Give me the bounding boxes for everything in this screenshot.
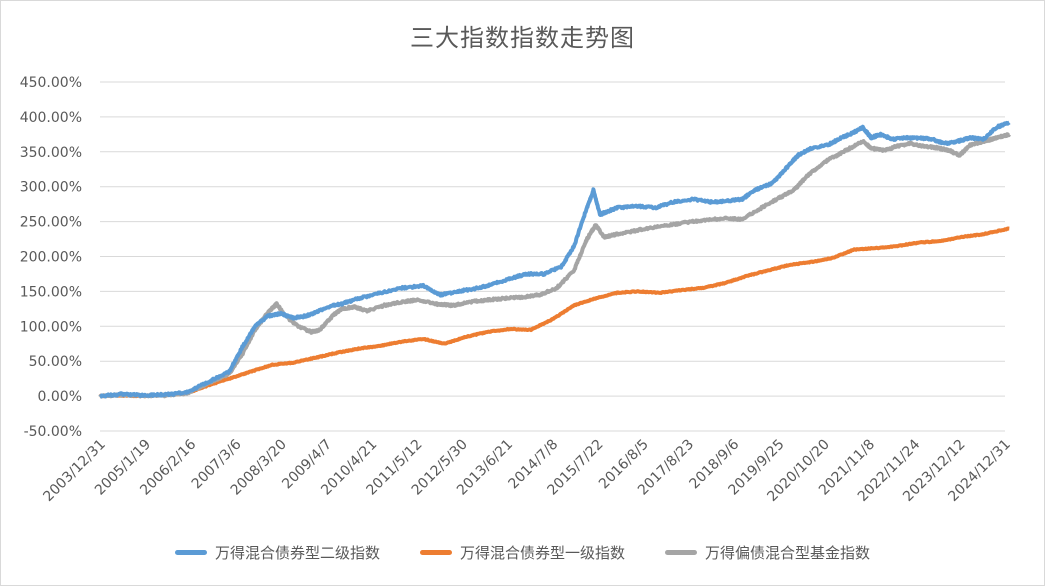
legend-item-1: 万得混合债券型二级指数 [174, 542, 380, 563]
y-axis-ticks: -50.00% 0.00% 50.00% 100.00% 150.00% 200.00% 2… [20, 75, 82, 440]
y-tick-label: 250.00% [20, 215, 82, 231]
y-tick-label: 200.00% [20, 250, 82, 266]
y-tick-label: 0.00% [38, 389, 82, 405]
legend: 万得混合债券型二级指数 万得混合债券型一级指数 万得偏债混合型基金指数 [0, 542, 1045, 563]
y-tick-label: 100.00% [20, 319, 82, 335]
x-axis-ticks: 2003/12/312005/1/192006/2/162007/3/62008… [40, 436, 1013, 504]
legend-item-3: 万得偏债混合型基金指数 [665, 542, 870, 563]
chart-title: 三大指数指数走势图 [410, 24, 635, 52]
series-lines [98, 120, 1011, 399]
series-line-2 [98, 226, 1011, 399]
y-tick-label: 450.00% [20, 75, 82, 91]
legend-swatch [419, 550, 452, 555]
series-line-3 [98, 132, 1011, 399]
legend-item-2: 万得混合债券型一级指数 [419, 542, 625, 563]
y-tick-label: 50.00% [29, 354, 82, 370]
legend-label: 万得混合债券型一级指数 [459, 544, 625, 562]
gridlines [100, 81, 1005, 432]
y-tick-label: -50.00% [24, 424, 82, 440]
y-tick-label: 400.00% [20, 110, 82, 126]
y-tick-label: 150.00% [20, 284, 82, 300]
legend-swatch [174, 550, 207, 555]
legend-label: 万得偏债混合型基金指数 [705, 544, 871, 562]
y-tick-label: 300.00% [20, 180, 82, 196]
line-chart: -50.00% 0.00% 50.00% 100.00% 150.00% 200.00% 2… [20, 75, 1014, 505]
legend-swatch [665, 550, 697, 555]
series-line-1 [98, 120, 1011, 399]
legend-label: 万得混合债券型二级指数 [214, 544, 380, 562]
y-tick-label: 350.00% [20, 145, 82, 161]
